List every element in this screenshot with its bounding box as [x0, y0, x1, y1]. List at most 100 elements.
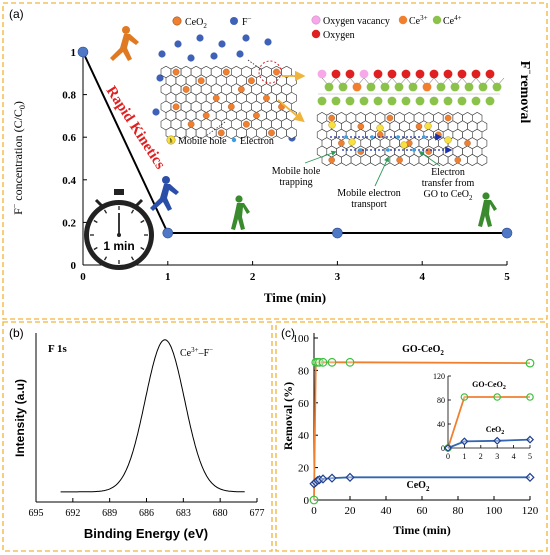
- watch-tick: [140, 246, 145, 251]
- left-sheet-ceo2-dot: [253, 112, 260, 119]
- rapid-kinetics-label: Rapid Kinetics: [103, 83, 168, 172]
- panel-c-ytick-label: 0: [304, 495, 310, 507]
- ce-atom: [338, 82, 348, 92]
- inset-xtick-label: 1: [462, 452, 466, 461]
- f-ion-dot: [218, 40, 226, 48]
- right-sheet-cell: [467, 154, 478, 166]
- ce-atom: [492, 82, 502, 92]
- right-sheet-ceo2-dot: [454, 156, 462, 164]
- main-goceo2-point: [327, 357, 337, 367]
- right-sheet-ceo2-dot: [444, 114, 452, 122]
- ce-atom: [380, 82, 390, 92]
- watch-tick: [103, 209, 108, 214]
- watch-tick: [93, 219, 98, 224]
- f-ion-legend-label: F−: [242, 15, 252, 28]
- panel-b-chart: 695 692 689 686 683 680 677 Binding Energy (eV…: [13, 333, 265, 541]
- right-sheet-ceo2-dot: [376, 131, 384, 139]
- oxygen-atom: [359, 69, 369, 79]
- ce3-legend-icon: [398, 15, 408, 25]
- panel-b-xtick-label: 695: [29, 508, 44, 519]
- panel-a-xlabel: Time (min): [264, 290, 326, 305]
- panel-a-xtick-label: 3: [335, 271, 341, 283]
- main-ceo2-point: [318, 474, 328, 484]
- right-sheet-cell: [360, 154, 371, 166]
- right-sheet-ceo2-dot: [386, 114, 394, 122]
- left-sheet-ceo2-dot: [217, 129, 225, 137]
- left-sheet-ceo2-dot: [202, 112, 210, 119]
- panel-b-ticks: 695 692 689 686 683 680 677: [29, 498, 265, 519]
- inset-xtick-label: 0: [446, 452, 450, 461]
- panel-a-ytick-label: 0.8: [62, 90, 76, 102]
- panel-c-ytick-label: 60: [298, 398, 310, 410]
- electron-label: Electron: [240, 136, 274, 147]
- oxygen-atom: [401, 69, 411, 79]
- panel-b-xtick-label: 686: [139, 508, 154, 519]
- ce-atom: [443, 96, 453, 106]
- main-ceo2-point: [345, 472, 355, 482]
- panel-a-point: [332, 227, 343, 239]
- panel-b-xtick-label: 692: [65, 508, 80, 519]
- ceo2-series-label: CeO2: [407, 480, 430, 493]
- panel-a-points: [77, 46, 513, 239]
- hole-dot: [376, 124, 384, 132]
- mobile-electron-label: Mobile electron transport: [337, 188, 401, 210]
- electron-dot: [412, 148, 416, 152]
- left-sheet-ceo2-dot: [197, 77, 205, 85]
- inset-xtick-label: 4: [512, 452, 516, 461]
- watch-tick: [140, 219, 145, 224]
- ce-atom: [436, 82, 446, 92]
- ce-atom: [366, 82, 376, 92]
- panel-a-point: [501, 227, 513, 239]
- f-removal-label: F−removal: [517, 61, 535, 124]
- ce-atom: [394, 82, 404, 92]
- electron-dot: [396, 135, 400, 139]
- ce-atom: [324, 82, 334, 92]
- f-ion-dot: [174, 40, 182, 48]
- ceo2-legend-label: CeO2: [185, 17, 207, 30]
- ce-atom: [359, 96, 369, 106]
- inset-series: [443, 393, 535, 453]
- right-sheet-ceo2-dot: [415, 123, 423, 130]
- ce-atom: [401, 96, 411, 106]
- panel-c-ytick-label: 20: [298, 463, 310, 475]
- f-ion-dot: [156, 74, 164, 82]
- timer-label: 1 min: [103, 239, 134, 253]
- f-ion-dot: [187, 54, 195, 62]
- panel-c-ytick-label: 40: [298, 430, 310, 442]
- leader-line-2-icon: [374, 156, 389, 187]
- oxygen-atom: [387, 69, 397, 79]
- right-sheet-ceo2-dot: [396, 156, 403, 164]
- hole-dot: [348, 138, 356, 146]
- ce-atom: [331, 96, 341, 106]
- oxygen-legend-icon: [311, 29, 321, 39]
- f-ion-dot: [264, 38, 272, 46]
- ce4-legend-icon: [432, 15, 442, 25]
- left-sheet-ceo2-dot: [187, 120, 195, 128]
- inset-goceo2-point: [526, 393, 534, 401]
- mobile-hole-trapping-label: Mobile hole trapping: [272, 166, 321, 188]
- panel-a-ytick-label: 1: [71, 47, 77, 59]
- panel-c-xtick-label: 80: [453, 505, 465, 517]
- left-sheet-ceo2-dot: [268, 129, 275, 137]
- ce-atom: [485, 96, 495, 106]
- ce-atom: [345, 96, 355, 106]
- running-person-blue-icon: [150, 176, 179, 211]
- panel-a-series: [82, 51, 507, 235]
- panel-c-xtick-label: 40: [381, 505, 393, 517]
- panel-a-ytick-label: 0: [71, 260, 77, 272]
- ce-atom: [457, 96, 467, 106]
- left-sheet-cell: [226, 126, 237, 140]
- oxygen-atom: [443, 69, 453, 79]
- ce-atom: [317, 96, 327, 106]
- main-goceo2-point: [345, 357, 355, 367]
- panel-c-xlabel: Time (min): [393, 523, 450, 537]
- inset-xtick-label: 5: [528, 452, 532, 461]
- panel-c-xtick-label: 100: [486, 505, 503, 517]
- electron-dot: [358, 148, 362, 152]
- ceo2-legend-icon: [172, 16, 182, 26]
- oxygen-atom: [345, 69, 355, 79]
- dotted-arrow-2-icon: [205, 121, 226, 137]
- oxygen-atom: [373, 69, 383, 79]
- ce-atom: [471, 96, 481, 106]
